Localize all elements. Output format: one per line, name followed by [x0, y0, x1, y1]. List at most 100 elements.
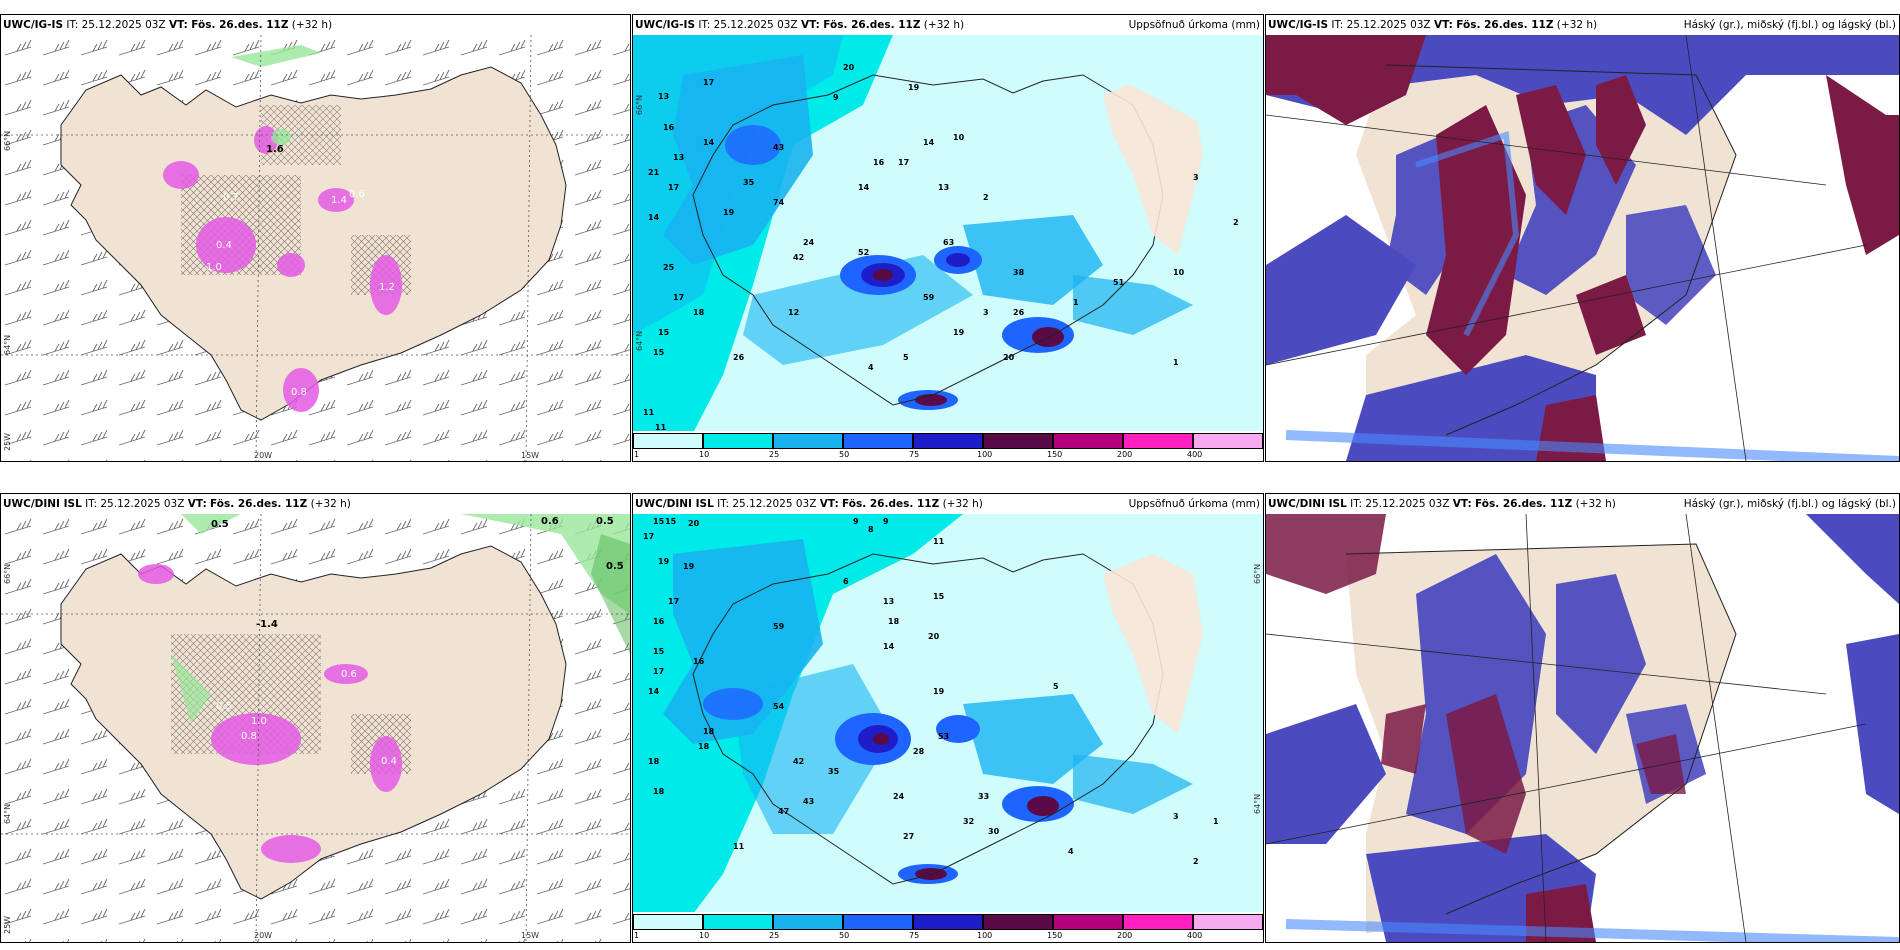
precip-value: 11 [933, 537, 945, 546]
precip-value: 20 [688, 519, 700, 528]
colorbar-tick: 10 [699, 450, 710, 459]
colorbar-swatch [983, 433, 1053, 449]
precip-value: 11 [643, 408, 655, 417]
vt-label: VT: [168, 19, 188, 31]
precip-value: 6 [843, 577, 849, 586]
precip-value: 9 [833, 93, 839, 102]
colorbar-swatch [703, 914, 773, 930]
colorbar-tick: 200 [1117, 450, 1133, 459]
panel-header: UWC/DINI ISL IT: 25.12.2025 03Z VT: Fös.… [1, 494, 630, 514]
cloud-map [1266, 514, 1899, 942]
snow-label: 0.7 [223, 192, 239, 203]
snow-map: 0.5 0.5 0.6 0.5 -1.4 0.8 1.0 0.4 0.5 0.6 [1, 514, 630, 942]
precip-colorbar: 1 10 25 50 75 100 150 200 400 [633, 912, 1263, 942]
precip-value: 74 [773, 198, 785, 207]
colorbar-tick: 100 [977, 931, 993, 940]
precip-value: 14 [648, 213, 660, 222]
precip-value: 19 [723, 208, 735, 217]
lon-label: 25W [3, 915, 12, 934]
colorbar-tick: 400 [1187, 450, 1203, 459]
cloud-map [1266, 35, 1899, 461]
panel-header: UWC/IG-IS IT: 25.12.2025 03Z VT: Fös. 26… [1, 15, 630, 35]
colorbar-swatch [913, 914, 983, 930]
snow-label: 0.8 [291, 387, 307, 398]
precip-value: 32 [963, 817, 974, 826]
lon-label: 15W [521, 931, 540, 940]
lead-time: (+32 h) [291, 19, 333, 31]
precip-value: 26 [733, 353, 745, 362]
precip-value: 18 [653, 787, 665, 796]
colorbar-tick: 50 [839, 450, 850, 459]
cloud-title: Háský (gr.), miðský (fj.bl.) og lágský (… [1683, 15, 1896, 35]
precip-value: 8 [868, 525, 874, 534]
precip-value: 27 [903, 832, 914, 841]
precip-title: Uppsöfnuð úrkoma (mm) [1128, 494, 1260, 514]
precip-value: 19 [908, 83, 920, 92]
precip-value: 5 [903, 353, 909, 362]
it-label: IT: [66, 19, 79, 31]
panel-snow-bottom: UWC/DINI ISL IT: 25.12.2025 03Z VT: Fös.… [0, 493, 631, 943]
precip-value: 16 [873, 158, 885, 167]
precip-value: 2 [1193, 857, 1199, 866]
precip-value: 18 [698, 742, 710, 751]
precip-value: 42 [793, 757, 804, 766]
colorbar-tick: 75 [909, 450, 920, 459]
precip-value: 42 [793, 253, 804, 262]
precip-value: 19 [683, 562, 695, 571]
colorbar-swatch [1193, 914, 1263, 930]
lat-label: 66°N [635, 94, 644, 115]
it-label: IT: [717, 498, 730, 510]
precip-value: 59 [923, 293, 935, 302]
precip-value: 1 [1173, 358, 1179, 367]
precip-value: 54 [773, 702, 785, 711]
precip-value: 17 [668, 597, 679, 606]
snow-label: 0.6 [349, 189, 365, 200]
snow-label: 0.6 [541, 516, 559, 527]
model-name: UWC/DINI ISL [635, 498, 714, 510]
precip-value: 20 [843, 63, 855, 72]
precip-value: 43 [803, 797, 814, 806]
it-value: 25.12.2025 03Z [732, 498, 817, 510]
colorbar-swatch [843, 433, 913, 449]
precip-value: 12 [788, 308, 799, 317]
colorbar-swatch [1053, 433, 1123, 449]
colorbar-swatch [1053, 914, 1123, 930]
it-value: 25.12.2025 03Z [1365, 498, 1450, 510]
precip-value: 17 [653, 667, 664, 676]
colorbar-swatch [633, 914, 703, 930]
colorbar-tick: 200 [1117, 931, 1133, 940]
precip-value: 17 [668, 183, 679, 192]
it-label: IT: [1331, 19, 1344, 31]
precip-value: 19 [953, 328, 965, 337]
vt-value: Fös. 26.des. 11Z [1456, 19, 1554, 31]
precip-value: 11 [655, 423, 667, 432]
precip-value: 10 [1173, 268, 1185, 277]
cloud-title: Háský (gr.), miðský (fj.bl.) og lágský (… [1683, 494, 1896, 514]
precip-colorbar: 1 10 25 50 75 100 150 200 400 [633, 431, 1263, 461]
colorbar-swatch [773, 914, 843, 930]
lead-time: (+32 h) [310, 498, 351, 510]
precip-value: 13 [673, 153, 684, 162]
precip-value: 15 [653, 647, 665, 656]
panel-cloud-bottom: UWC/DINI ISL IT: 25.12.2025 03Z VT: Fös.… [1265, 493, 1900, 943]
vt-label: VT: [187, 498, 207, 510]
precip-value: 43 [773, 143, 784, 152]
snow-label: 1.0 [251, 716, 267, 727]
precip-value: 14 [703, 138, 715, 147]
model-name: UWC/DINI ISL [3, 498, 82, 510]
lat-label: 66°N [3, 130, 12, 151]
precip-value: 13 [658, 92, 669, 101]
precip-value: 16 [663, 123, 675, 132]
precip-map: 15 15 20 17 19 17 19 16 15 14 17 16 18 1… [633, 514, 1263, 914]
snow-label: 1.6 [266, 144, 284, 155]
colorbar-swatch [633, 433, 703, 449]
precip-value: 20 [1003, 353, 1015, 362]
precip-value: 14 [648, 687, 660, 696]
colorbar-tick: 100 [977, 450, 993, 459]
precip-value: 24 [893, 792, 905, 801]
precip-value: 24 [803, 238, 815, 247]
precip-value: 19 [658, 557, 670, 566]
colorbar-tick: 10 [699, 931, 710, 940]
it-value: 25.12.2025 03Z [1346, 19, 1431, 31]
it-value: 25.12.2025 03Z [81, 19, 166, 31]
